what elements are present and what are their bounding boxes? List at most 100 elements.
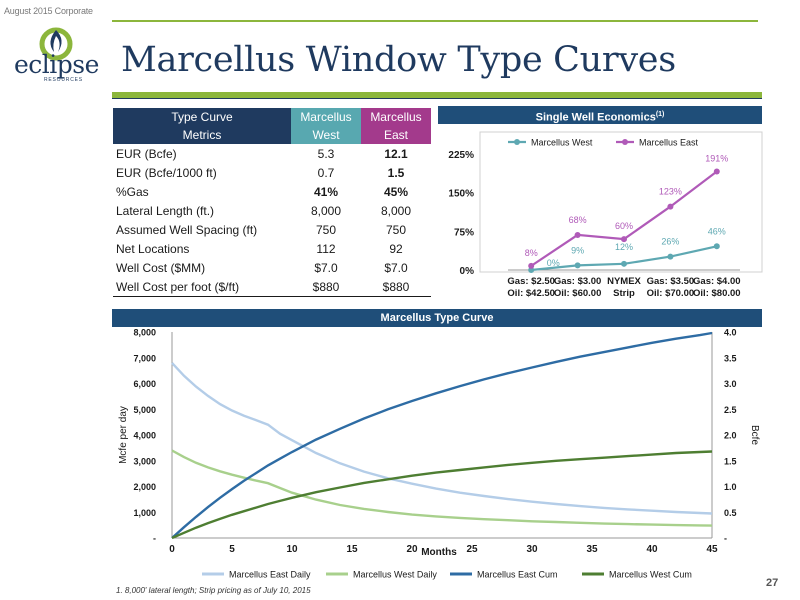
row-east-value: $880 (361, 277, 431, 297)
header-metrics-label-2: Metrics (113, 126, 291, 144)
data-label: 9% (571, 245, 584, 255)
x-tick-label: 45 (706, 544, 718, 555)
logo-subtext: RESOURCES (44, 77, 83, 83)
header-west: Marcellus (291, 108, 361, 126)
table-header-row-2: Metrics West East (113, 126, 431, 144)
data-label: 191% (705, 154, 728, 164)
row-label: Net Locations (116, 241, 190, 256)
table-row: EUR (Bcfe/1000 ft) 0.7 1.5 (113, 163, 431, 182)
x-axis-title: Months (421, 547, 457, 558)
row-east-value: 12.1 (384, 146, 408, 161)
header-east-2: East (361, 126, 431, 144)
page-title: Marcellus Window Type Curves (121, 40, 676, 80)
table-row: Assumed Well Spacing (ft) 750 750 (113, 220, 431, 239)
legend-label: Marcellus East Daily (229, 570, 311, 580)
top-divider (112, 20, 758, 22)
series-line-marcellus-east-cum (171, 331, 713, 539)
data-point (621, 236, 627, 243)
series-line-marcellus-west-cum (171, 450, 713, 540)
table-header-row-1: Type Curve Marcellus Marcellus (113, 108, 431, 126)
data-point (713, 243, 720, 250)
single-well-economics-header: Single Well Economics(1) (438, 106, 762, 124)
x-tick-label: 5 (229, 544, 235, 555)
y-tick-label: 0% (460, 266, 475, 277)
x-tick-label: Oil: $42.50 (507, 288, 555, 299)
x-tick-label: Strip (613, 288, 635, 299)
y-tick-label: 150% (448, 189, 474, 200)
right-y-tick-label: 0.5 (724, 508, 737, 518)
data-label: 123% (659, 187, 682, 197)
left-y-tick-label: 4,000 (133, 431, 156, 441)
data-label: 46% (708, 226, 726, 236)
row-east-value: 92 (389, 241, 403, 256)
table-row: Well Cost per foot ($/ft) $880 $880 (113, 277, 431, 297)
economics-header-footnote-mark: (1) (655, 111, 665, 118)
legend-label: Marcellus West Cum (609, 570, 692, 580)
left-y-tick-label: 6,000 (133, 379, 156, 389)
table-row: Net Locations 112 92 (113, 239, 431, 258)
header-west-2: West (291, 126, 361, 144)
data-point (528, 267, 535, 273)
x-tick-label: NYMEX (607, 276, 641, 287)
right-y-tick-label: 1.5 (724, 456, 737, 466)
footnote: 1. 8,000' lateral length; Strip pricing … (116, 586, 311, 595)
table-row: EUR (Bcfe) 5.3 12.1 (113, 144, 431, 163)
right-y-tick-label: - (724, 534, 727, 544)
right-y-tick-label: 4.0 (724, 328, 737, 338)
page-number: 27 (766, 577, 779, 589)
row-label: EUR (Bcfe) (116, 146, 177, 161)
y-tick-label: 225% (448, 150, 474, 161)
x-tick-label: Gas: $2.50 (507, 276, 555, 287)
left-y-tick-label: 1,000 (133, 508, 156, 518)
row-label: %Gas (116, 184, 149, 199)
type-curve-header: Marcellus Type Curve (112, 309, 762, 327)
data-point (713, 168, 720, 175)
row-east-value: 750 (385, 222, 407, 237)
data-label: 26% (661, 237, 679, 247)
data-point (621, 260, 627, 267)
legend-label: Marcellus East Cum (477, 570, 558, 580)
x-tick-label: Gas: $3.50 (647, 276, 695, 287)
row-label: Lateral Length (ft.) (116, 203, 215, 218)
title-underline-band (112, 92, 762, 98)
x-tick-label: Oil: $60.00 (554, 288, 602, 299)
title-underline-rule (112, 98, 762, 99)
right-y-tick-label: 2.0 (724, 431, 737, 441)
x-tick-label: Gas: $3.00 (554, 276, 602, 287)
right-y-axis-title: Bcfe (749, 425, 760, 445)
x-tick-label: 0 (169, 544, 175, 555)
data-point (574, 262, 581, 269)
row-west-value: 41% (313, 184, 339, 199)
row-label: Well Cost per foot ($/ft) (113, 277, 291, 297)
x-tick-label: 30 (526, 544, 538, 555)
right-y-tick-label: 3.0 (724, 379, 737, 389)
x-tick-label: 15 (346, 544, 358, 555)
row-west-value: 0.7 (317, 165, 335, 180)
left-y-tick-label: 3,000 (133, 456, 156, 466)
x-tick-label: 10 (286, 544, 298, 555)
right-y-tick-label: 1.0 (724, 482, 737, 492)
row-label: Well Cost ($MM) (116, 260, 206, 275)
row-west-value: 112 (316, 241, 336, 256)
row-east-value: 1.5 (387, 165, 405, 180)
row-east-value: $7.0 (384, 260, 408, 275)
type-curve-metrics-table: Type Curve Marcellus Marcellus Metrics W… (113, 108, 431, 297)
table-row: %Gas 41% 45% (113, 182, 431, 201)
legend-label: Marcellus West Daily (353, 570, 437, 580)
legend-label: Marcellus East (639, 138, 699, 148)
x-tick-label: Oil: $70.00 (647, 288, 695, 299)
right-y-tick-label: 3.5 (724, 353, 737, 363)
data-point (667, 203, 674, 210)
x-tick-label: Oil: $80.00 (693, 288, 741, 299)
legend-marker (622, 139, 628, 145)
legend-label: Marcellus West (531, 138, 593, 148)
header-metrics-label: Type Curve (113, 108, 291, 126)
row-west-value: $880 (291, 277, 361, 297)
x-tick-label: 25 (466, 544, 478, 555)
table-row: Lateral Length (ft.) 8,000 8,000 (113, 201, 431, 220)
data-label: 68% (569, 215, 587, 225)
left-y-tick-label: 2,000 (133, 482, 156, 492)
row-west-value: 750 (315, 222, 337, 237)
economics-header-text: Single Well Economics (535, 111, 656, 124)
